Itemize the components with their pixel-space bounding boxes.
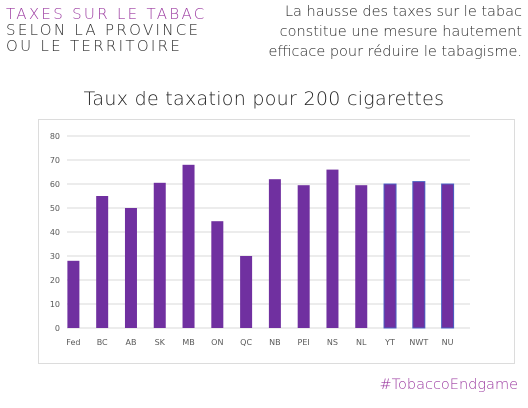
y-tick-label: 60 (50, 180, 60, 189)
y-tick-label: 20 (50, 276, 60, 285)
bar-pei (297, 185, 310, 328)
bar-nu (441, 183, 455, 329)
y-tick-label: 0 (55, 324, 60, 333)
x-tick-label: NL (356, 338, 367, 347)
header-left-line-3: OU LE TERRITOIRE (6, 37, 183, 55)
y-tick-label: 10 (50, 300, 60, 309)
header-left-line-2: SELON LA PROVINCE (6, 21, 201, 39)
x-tick-label: NU (442, 338, 454, 347)
x-tick-label: Fed (66, 338, 80, 347)
y-tick-label: 30 (50, 252, 60, 261)
bar-ns (326, 169, 339, 328)
bar-yt (383, 183, 397, 329)
chart-title: Taux de taxation pour 200 cigarettes (83, 88, 445, 110)
x-axis-tick-labels: Fed BC AB SK MB ON QC NB PEI NS NL YT NWT NU (66, 338, 453, 347)
bar-on (211, 221, 224, 328)
x-tick-label: NS (327, 338, 338, 347)
x-tick-label: YT (384, 338, 395, 347)
header-right-line-1: La hausse des taxes sur le tabac (284, 4, 522, 20)
y-tick-label: 50 (50, 204, 60, 213)
x-tick-label: SK (155, 338, 166, 347)
hashtag: #TobaccoEndgame (379, 377, 518, 393)
y-axis-tick-labels: 0 10 20 30 40 50 60 70 80 (50, 132, 60, 333)
x-tick-label: NB (269, 338, 280, 347)
bar-ab (124, 208, 137, 328)
y-tick-label: 70 (50, 156, 60, 165)
bar-nl (355, 185, 368, 328)
bar-mb (182, 164, 195, 328)
bar-bc (96, 196, 109, 328)
header-left: TAXES SUR LE TABAC SELON LA PROVINCE OU … (6, 6, 207, 54)
header-right-line-3: efficace pour réduire le tabagisme. (268, 44, 522, 60)
bar-fed (67, 260, 80, 328)
bar-nb (268, 179, 281, 328)
x-tick-label: QC (240, 338, 252, 347)
x-tick-label: NWT (409, 338, 428, 347)
x-tick-label: BC (97, 338, 108, 347)
bar-qc (240, 256, 253, 328)
bar-nwt (412, 181, 426, 329)
x-tick-label: ON (211, 338, 223, 347)
header-left-line-1: TAXES SUR LE TABAC (6, 5, 207, 23)
bars (67, 164, 455, 329)
y-tick-label: 40 (50, 228, 60, 237)
header-right: La hausse des taxes sur le tabac constit… (242, 2, 522, 62)
header-right-line-2: constitue une mesure hautement (279, 24, 522, 40)
x-tick-label: MB (182, 338, 194, 347)
y-tick-label: 80 (50, 132, 60, 141)
x-tick-label: PEI (298, 338, 310, 347)
x-tick-label: AB (125, 338, 136, 347)
bar-sk (153, 182, 166, 328)
